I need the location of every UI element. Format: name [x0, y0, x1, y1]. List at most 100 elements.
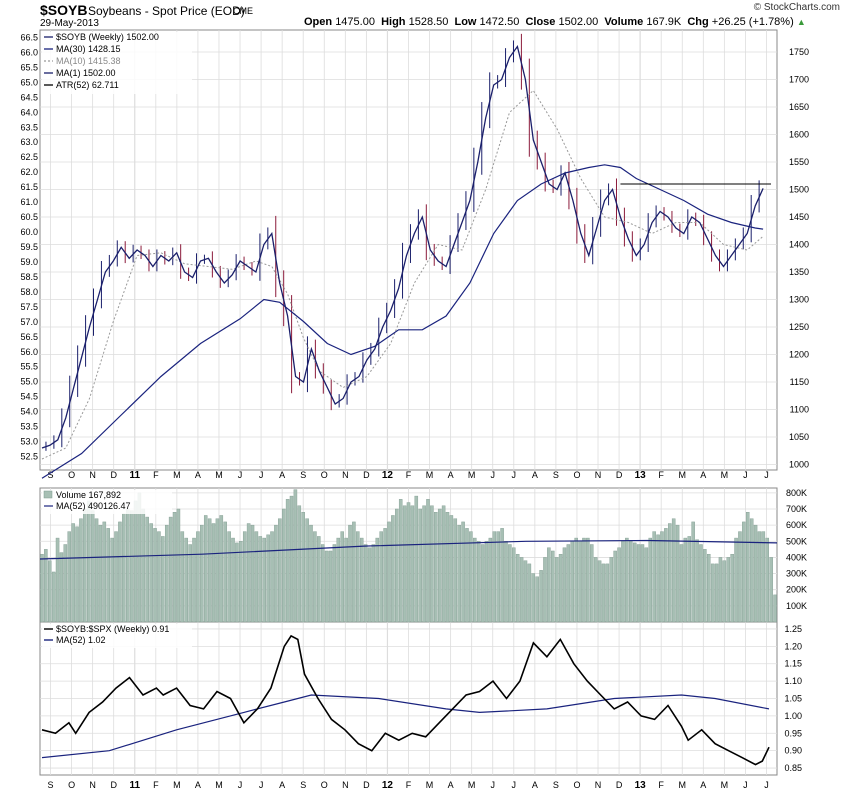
- volume-bar: [352, 521, 356, 623]
- volume-bar: [90, 510, 95, 623]
- x-tick-label-mid: N: [89, 470, 96, 480]
- volume-bar: [773, 594, 777, 623]
- volume-bar: [601, 563, 606, 623]
- volume-bar: [605, 563, 610, 623]
- volume-bar: [445, 512, 450, 623]
- x-tick-label-mid: N: [595, 470, 602, 480]
- x-tick-label-mid: O: [321, 470, 328, 480]
- volume-bar: [738, 531, 742, 623]
- volume-bar: [679, 544, 684, 623]
- volume-right-tick: 600K: [786, 520, 807, 530]
- volume-bar: [164, 524, 169, 623]
- price-legend-box: [42, 32, 192, 94]
- price-left-tick: 59.0: [20, 257, 38, 267]
- x-tick-label-mid: A: [195, 470, 201, 480]
- volume-bar: [707, 553, 711, 623]
- price-right-tick: 1550: [789, 157, 809, 167]
- volume-bar: [726, 557, 731, 623]
- x-tick-label-mid: A: [448, 470, 454, 480]
- volume-bar: [176, 508, 181, 623]
- volume-value: 167.9K: [646, 16, 682, 28]
- x-tick-label-bottom: M: [678, 780, 686, 790]
- volume-bar: [200, 524, 204, 623]
- volume-bar: [367, 547, 372, 623]
- price-legend-entry: MA(1) 1502.00: [56, 68, 116, 78]
- x-tick-label-mid: D: [363, 470, 370, 480]
- x-tick-label-bottom: A: [532, 780, 538, 790]
- price-left-tick: 64.5: [20, 92, 38, 102]
- ohlc-summary: Open 1475.00 High 1528.50 Low 1472.50 Cl…: [304, 16, 806, 28]
- volume-bar: [336, 537, 341, 623]
- x-tick-label-bottom: N: [342, 780, 349, 790]
- x-tick-label-bottom: S: [300, 780, 306, 790]
- volume-bar: [426, 499, 430, 623]
- volume-bar: [391, 515, 395, 623]
- ratio-right-tick: 1.05: [784, 694, 802, 704]
- price-left-tick: 57.0: [20, 317, 38, 327]
- volume-bar: [574, 537, 578, 623]
- x-tick-label-bottom: M: [468, 780, 476, 790]
- price-right-tick: 1250: [789, 322, 809, 332]
- volume-bar: [562, 547, 567, 623]
- price-right-tick: 1100: [790, 405, 809, 415]
- volume-right-tick: 500K: [786, 536, 807, 546]
- x-tick-label-mid: M: [426, 470, 434, 480]
- x-tick-label-bottom: A: [700, 780, 706, 790]
- volume-bar: [309, 524, 313, 623]
- volume-bar: [757, 531, 762, 623]
- volume-bar: [430, 505, 434, 623]
- volume-bar: [761, 531, 766, 623]
- x-tick-label-bottom: F: [406, 780, 412, 790]
- volume-bar: [664, 528, 668, 623]
- volume-bar: [473, 537, 477, 623]
- volume-bar: [449, 515, 454, 623]
- price-left-tick: 53.0: [20, 437, 38, 447]
- volume-bar: [153, 528, 157, 623]
- volume-bar: [578, 541, 582, 623]
- ratio-right-tick: 1.15: [784, 659, 802, 669]
- volume-bar: [141, 508, 146, 623]
- volume-bar: [122, 513, 126, 623]
- ratio-right-tick: 1.25: [784, 624, 802, 634]
- volume-bar: [231, 537, 235, 623]
- volume-bar: [469, 531, 473, 623]
- volume-bar: [59, 552, 64, 623]
- volume-bar: [125, 508, 130, 623]
- volume-bar: [67, 531, 71, 623]
- volume-bar: [519, 557, 524, 623]
- volume-bar: [656, 534, 660, 623]
- chart-description: Soybeans - Spot Price (EOD): [88, 4, 245, 18]
- volume-bar: [149, 523, 153, 623]
- volume-legend-entry: MA(52) 490126.47: [56, 501, 131, 511]
- chart-exchange: CME: [233, 6, 253, 16]
- volume-bar: [691, 521, 695, 623]
- volume-bar: [476, 541, 481, 623]
- volume-bar: [324, 550, 329, 623]
- volume-bar: [278, 518, 282, 623]
- price-left-tick: 63.0: [20, 137, 38, 147]
- volume-bar: [348, 524, 352, 623]
- volume-bar: [558, 553, 563, 623]
- volume-bar: [418, 508, 422, 623]
- volume-bar: [371, 544, 376, 623]
- x-tick-label-bottom: A: [195, 780, 201, 790]
- price-left-tick: 60.0: [20, 227, 38, 237]
- volume-bar: [500, 528, 504, 623]
- volume-bar: [668, 523, 672, 623]
- volume-bar: [83, 508, 87, 623]
- volume-bar: [402, 505, 407, 623]
- volume-bar: [344, 537, 348, 623]
- x-tick-label-bottom: M: [426, 780, 434, 790]
- x-tick-label-mid: O: [573, 470, 580, 480]
- volume-bar: [722, 560, 727, 623]
- x-tick-label-bottom: D: [616, 780, 623, 790]
- x-tick-label-mid: 11: [129, 470, 140, 481]
- price-legend-entry: $SOYB (Weekly) 1502.00: [56, 32, 159, 42]
- volume-bar: [621, 541, 625, 623]
- volume-bar: [527, 563, 532, 623]
- price-left-tick: 56.0: [20, 347, 38, 357]
- chart-date: 29-May-2013: [40, 18, 99, 29]
- price-left-tick: 54.5: [20, 392, 38, 402]
- volume-bar: [180, 531, 185, 623]
